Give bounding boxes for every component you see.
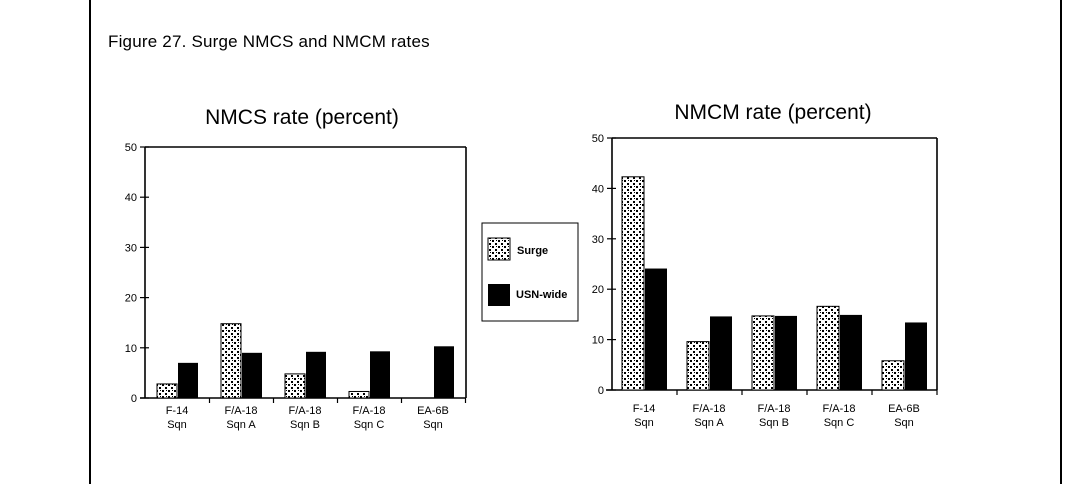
nmcm-bar-usn-wide	[710, 316, 732, 390]
nmcs-y-tick-label: 10	[125, 343, 137, 355]
nmcm-category-label: Sqn C	[824, 417, 855, 429]
nmcm-y-tick-label: 50	[592, 133, 604, 145]
nmcs-y-tick-label: 50	[125, 142, 137, 154]
nmcm-category-label: EA-6B	[888, 403, 920, 415]
nmcm-chart: NMCM rate (percent) 0 10 20 30 40 50 F-14 Sqn F/A…	[592, 101, 938, 429]
page-border-right	[1060, 0, 1062, 484]
nmcm-bar-surge	[816, 305, 840, 391]
nmcs-y-tick-label: 40	[125, 192, 137, 204]
nmcs-category-label: F/A-18	[352, 405, 385, 417]
nmcm-bar-usn-wide	[775, 315, 797, 390]
nmcs-category-label: Sqn	[423, 419, 443, 431]
nmcm-bar-surge	[751, 315, 775, 391]
nmcs-bar-surge	[220, 323, 242, 399]
nmcs-bar-usn-wide	[178, 362, 198, 398]
nmcm-category-label: Sqn	[894, 417, 914, 429]
nmcm-y-tick-label: 0	[598, 385, 604, 397]
nmcs-bar-surge	[348, 390, 370, 399]
nmcs-category-label: Sqn	[167, 419, 187, 431]
nmcm-bar-usn-wide	[905, 322, 927, 390]
nmcs-bar-usn-wide	[434, 346, 454, 398]
nmcs-category-label: Sqn A	[226, 419, 256, 431]
nmcm-category-label: Sqn A	[694, 417, 724, 429]
nmcm-y-tick-label: 20	[592, 284, 604, 296]
legend-swatch-surge	[487, 237, 511, 261]
nmcs-bar-usn-wide	[306, 351, 326, 398]
nmcm-chart-title: NMCM rate (percent)	[674, 101, 871, 124]
nmcm-bar-surge	[881, 360, 905, 391]
nmcm-y-tick-label: 30	[592, 234, 604, 246]
nmcs-y-tick-label: 20	[125, 293, 137, 305]
nmcs-bar-usn-wide	[370, 351, 390, 398]
nmcs-category-label: Sqn C	[354, 419, 385, 431]
nmcs-category-label: F/A-18	[224, 405, 257, 417]
nmcm-bar-usn-wide	[840, 314, 862, 390]
nmcm-category-label: Sqn	[634, 417, 654, 429]
legend-label-surge: Surge	[517, 245, 548, 257]
nmcs-y-tick-label: 0	[131, 393, 137, 405]
legend-label-usn-wide: USN-wide	[516, 289, 567, 301]
nmcs-bar-surge	[156, 383, 178, 399]
nmcs-y-tick-label: 30	[125, 242, 137, 254]
nmcs-bar-usn-wide	[242, 352, 262, 398]
nmcs-category-label: Sqn B	[290, 419, 320, 431]
nmcm-category-label: F-14	[633, 403, 656, 415]
nmcm-bar-usn-wide	[645, 268, 667, 390]
nmcs-category-label: EA-6B	[417, 405, 449, 417]
nmcm-category-label: F/A-18	[822, 403, 855, 415]
nmcs-chart: NMCS rate (percent) 0 10 20 30 40 50 F-14 Sqn F/A…	[125, 106, 467, 431]
page-border-left	[89, 0, 91, 484]
legend: Surge USN-wide	[481, 222, 579, 322]
nmcm-y-tick-label: 40	[592, 183, 604, 195]
legend-swatch-usn-wide	[488, 284, 510, 306]
legend-box	[481, 222, 579, 322]
nmcm-y-tick-label: 10	[592, 335, 604, 347]
nmcs-bar-surge	[284, 373, 306, 399]
nmcm-bar-surge	[621, 176, 645, 391]
nmcs-chart-title: NMCS rate (percent)	[205, 106, 399, 129]
nmcs-category-label: F-14	[166, 405, 189, 417]
nmcs-category-label: F/A-18	[288, 405, 321, 417]
figure-caption: Figure 27. Surge NMCS and NMCM rates	[108, 32, 430, 51]
nmcm-bar-surge	[686, 341, 710, 391]
nmcm-category-label: F/A-18	[692, 403, 725, 415]
nmcm-category-label: F/A-18	[757, 403, 790, 415]
nmcm-category-label: Sqn B	[759, 417, 789, 429]
